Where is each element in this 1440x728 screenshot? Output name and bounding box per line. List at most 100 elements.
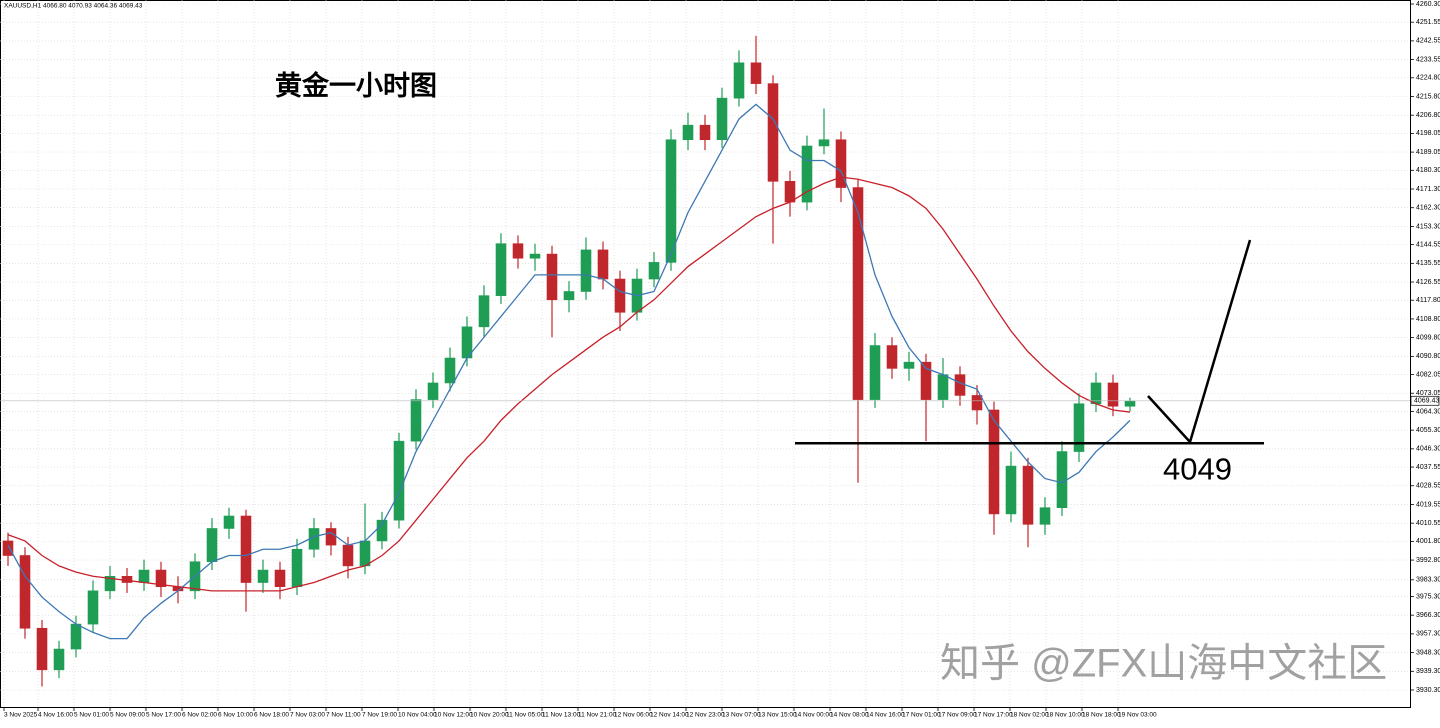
candle-body — [733, 62, 745, 99]
candle-body — [920, 361, 932, 400]
y-tick-label: 4180.30 — [1416, 167, 1440, 174]
candle-body — [155, 569, 167, 587]
candle-body — [818, 139, 830, 147]
x-tick-label: 14 Nov 16:00 — [866, 712, 905, 719]
y-tick-label: 4108.80 — [1416, 316, 1440, 323]
candle-body — [427, 382, 439, 400]
y-tick-label: 3983.30 — [1416, 577, 1440, 584]
marks — [0, 35, 1410, 687]
candle-body — [1039, 507, 1051, 525]
candle-body — [495, 243, 507, 296]
y-tick-label: 4215.80 — [1416, 93, 1440, 100]
candle-body — [1107, 382, 1119, 407]
x-tick-label: 3 Nov 2025 — [4, 712, 38, 719]
candle-body — [682, 124, 694, 141]
plot-frame — [0, 0, 1411, 708]
header: XAUUSD,H1 4066.80 4070.93 4064.36 4069.4… — [4, 3, 143, 10]
y-tick-label: 4251.55 — [1416, 19, 1440, 26]
candle-body — [478, 295, 490, 328]
x-tick-label: 11 Nov 21:00 — [578, 712, 617, 719]
x-tick-label: 12 Nov 14:00 — [650, 712, 689, 719]
candle-body — [1005, 465, 1017, 515]
candle-body — [325, 528, 337, 546]
x-tick-label: 7 Nov 11:00 — [326, 712, 361, 719]
candle-body — [206, 528, 218, 563]
candle-body — [580, 249, 592, 292]
candle-body — [2, 540, 14, 556]
x-tick-label: 10 Nov 20:00 — [470, 712, 509, 719]
candle-body — [903, 361, 915, 369]
x-tick-label: 19 Nov 03:00 — [1118, 712, 1157, 719]
ma-line — [7, 103, 1131, 640]
candle-body — [665, 139, 677, 263]
candle-body — [988, 409, 1000, 515]
candle-body — [546, 253, 558, 301]
y-tick-label: 4055.30 — [1416, 427, 1440, 434]
candle-body — [410, 399, 422, 442]
y-tick-label: 4198.05 — [1416, 130, 1440, 137]
candle-body — [87, 590, 99, 625]
candle-body — [223, 515, 235, 529]
candle-body — [444, 357, 456, 384]
candle-body — [886, 345, 898, 369]
y-tick-label: 4082.05 — [1416, 371, 1440, 378]
candle-body — [138, 569, 150, 583]
candle-body — [869, 345, 881, 400]
y-tick-label: 4153.30 — [1416, 223, 1440, 230]
watermark: 知乎 @ZFX山海中文社区 — [940, 642, 1387, 686]
candle-body — [376, 519, 388, 542]
axes: 3930.30 3939.30 3948.30 3957.30 3966.30 3975.… — [3, 1, 1440, 719]
y-tick-label: 4242.55 — [1416, 38, 1440, 45]
candle-body — [954, 374, 966, 396]
chart-title: 黄金一小时图 — [275, 70, 437, 101]
x-tick-label: 5 Nov 01:00 — [74, 712, 109, 719]
candle-body — [70, 623, 82, 650]
y-tick-label: 4090.80 — [1416, 353, 1440, 360]
candle-body — [393, 440, 405, 521]
y-tick-label: 4171.30 — [1416, 186, 1440, 193]
candle-body — [274, 569, 286, 587]
x-tick-label: 5 Nov 09:00 — [110, 712, 145, 719]
x-tick-label: 6 Nov 02:00 — [182, 712, 217, 719]
x-tick-label: 18 Nov 18:00 — [1082, 712, 1121, 719]
y-tick-label: 4135.55 — [1416, 260, 1440, 267]
y-tick-label: 3975.30 — [1416, 593, 1440, 600]
y-tick-label: 4189.05 — [1416, 149, 1440, 156]
candle-body — [1022, 465, 1034, 525]
candle-body — [512, 243, 524, 259]
y-tick-label: 3992.80 — [1416, 557, 1440, 564]
y-tick-label: 4260.30 — [1416, 1, 1440, 8]
x-tick-label: 17 Nov 01:00 — [902, 712, 941, 719]
y-tick-label: 4028.55 — [1416, 483, 1440, 490]
candle-body — [291, 548, 303, 587]
candle-body — [699, 124, 711, 141]
y-tick-label: 4019.55 — [1416, 501, 1440, 508]
x-tick-label: 13 Nov 15:00 — [758, 712, 797, 719]
y-tick-label: 3930.30 — [1416, 687, 1440, 694]
x-tick-label: 7 Nov 19:00 — [362, 712, 397, 719]
y-tick-label: 3957.30 — [1416, 631, 1440, 638]
x-tick-label: 6 Nov 10:00 — [218, 712, 253, 719]
x-tick-label: 11 Nov 13:00 — [542, 712, 581, 719]
candle-body — [614, 278, 626, 313]
x-tick-label: 10 Nov 12:00 — [434, 712, 473, 719]
candle-body — [529, 253, 541, 259]
candle-body — [359, 540, 371, 567]
candle-body — [257, 569, 269, 583]
candle-body — [597, 249, 609, 280]
x-tick-label: 4 Nov 16:00 — [38, 712, 73, 719]
y-tick-label: 4224.80 — [1416, 75, 1440, 82]
x-tick-label: 11 Nov 05:00 — [506, 712, 545, 719]
y-tick-label: 3948.30 — [1416, 649, 1440, 656]
x-tick-label: 18 Nov 02:00 — [1010, 712, 1049, 719]
candle-body — [767, 83, 779, 182]
x-tick-label: 12 Nov 23:00 — [686, 712, 725, 719]
x-tick-label: 17 Nov 17:00 — [974, 712, 1013, 719]
last-price-tag — [1410, 395, 1440, 406]
candle-body — [971, 395, 983, 411]
x-tick-label: 7 Nov 03:00 — [290, 712, 325, 719]
candle-body — [835, 139, 847, 188]
y-tick-label: 4126.55 — [1416, 279, 1440, 286]
candle-body — [1124, 400, 1136, 407]
